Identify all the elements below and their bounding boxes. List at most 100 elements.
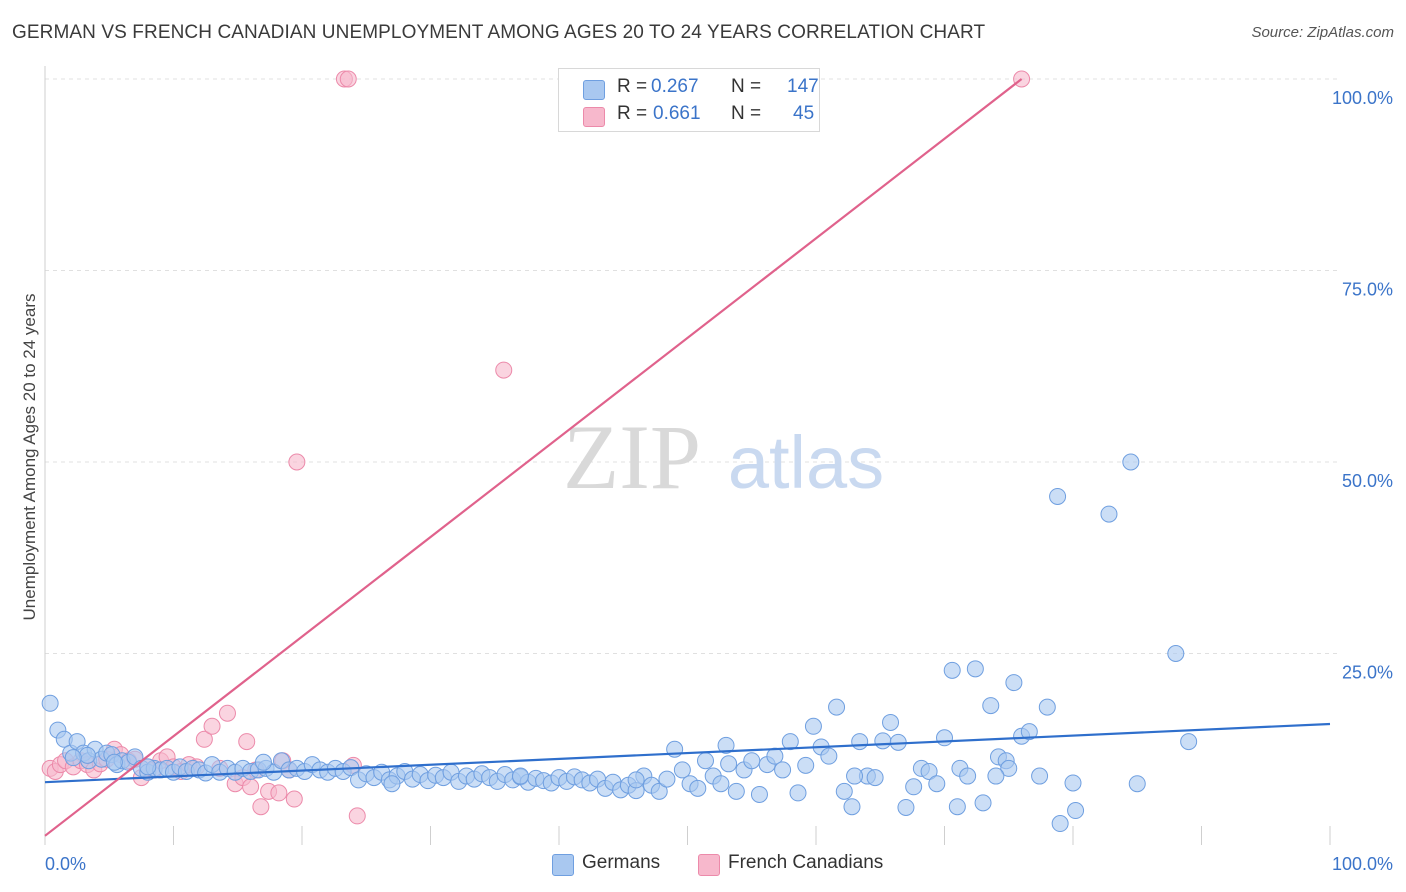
- y-tick-label: 50.0%: [1342, 471, 1393, 491]
- german-point: [717, 736, 735, 754]
- french-canadian-point: [288, 453, 306, 471]
- german-point: [1051, 815, 1069, 833]
- french-canadians-swatch: [698, 854, 720, 876]
- german-point: [1180, 733, 1198, 751]
- y-tick-label: 100.0%: [1332, 88, 1393, 108]
- n-value: 45: [793, 103, 815, 124]
- trend-lines: [44, 78, 1331, 837]
- german-point: [959, 767, 977, 785]
- german-point: [727, 782, 745, 800]
- watermark-atlas: atlas: [728, 421, 884, 504]
- germans-swatch: [552, 854, 574, 876]
- german-point: [1020, 723, 1038, 741]
- german-trend-line: [44, 722, 1331, 784]
- german-point: [511, 767, 529, 785]
- watermark: ZIP atlas: [563, 406, 884, 508]
- tick-labels: 25.0% 50.0% 75.0% 100.0% 0.0% 100.0%: [45, 88, 1393, 874]
- german-point: [846, 767, 864, 785]
- watermark-zip: ZIP: [563, 406, 701, 508]
- german-point: [673, 761, 691, 779]
- r-value: 0.661: [653, 103, 701, 124]
- german-point: [105, 753, 123, 771]
- german-point: [689, 779, 707, 797]
- french-canadian-point: [195, 730, 213, 748]
- legend-label: Germans: [582, 852, 661, 873]
- german-point: [974, 794, 992, 812]
- german-point: [696, 752, 714, 770]
- n-label: N =: [731, 103, 762, 124]
- german-point: [254, 753, 272, 771]
- german-point: [743, 752, 761, 770]
- chart-title: GERMAN VS FRENCH CANADIAN UNEMPLOYMENT A…: [12, 22, 986, 43]
- german-point: [650, 782, 668, 800]
- german-point: [64, 749, 82, 767]
- german-point: [627, 771, 645, 789]
- german-point: [920, 762, 938, 780]
- r-label: R =: [617, 103, 648, 124]
- german-point: [1038, 698, 1056, 716]
- german-point: [789, 784, 807, 802]
- r-label: R =: [617, 76, 648, 97]
- german-point: [897, 798, 915, 816]
- source-label: Source: ZipAtlas.com: [1251, 24, 1394, 41]
- french-canadian-point: [285, 790, 303, 808]
- germans-swatch: [583, 80, 605, 100]
- german-point: [1067, 802, 1085, 820]
- german-point: [1167, 645, 1185, 662]
- german-point: [835, 782, 853, 800]
- french-canadian-point: [203, 717, 221, 735]
- french-canadians-swatch: [583, 107, 605, 127]
- n-value: 147: [787, 76, 819, 97]
- german-point: [936, 729, 953, 747]
- french-canadian-point: [348, 807, 366, 825]
- german-point: [774, 761, 792, 779]
- legend-label: French Canadians: [728, 852, 884, 873]
- german-point: [1000, 759, 1018, 777]
- german-point: [1064, 774, 1082, 792]
- german-point: [750, 785, 768, 803]
- german-point: [139, 758, 157, 776]
- german-point: [712, 775, 730, 793]
- y-tick-label: 75.0%: [1342, 280, 1393, 300]
- french-canadian-point: [270, 784, 288, 802]
- german-point: [1005, 674, 1023, 692]
- german-point: [966, 660, 984, 678]
- french-canadian-point: [242, 778, 260, 796]
- axes: [44, 66, 1331, 845]
- german-point: [905, 778, 923, 796]
- german-point: [820, 747, 838, 765]
- x-tick-label: 100.0%: [1332, 854, 1393, 874]
- german-point: [943, 661, 961, 679]
- german-point: [987, 767, 1005, 785]
- german-point: [383, 775, 401, 793]
- german-point: [843, 798, 861, 816]
- german-point: [982, 697, 1000, 715]
- german-point: [928, 775, 946, 793]
- german-point: [41, 694, 59, 712]
- german-point: [1100, 505, 1118, 523]
- french-canadian-trend-line: [44, 78, 1023, 837]
- french-canadian-point: [495, 361, 513, 379]
- french-canadian-point: [238, 733, 256, 751]
- x-tick-label: 0.0%: [45, 854, 86, 874]
- german-point: [948, 798, 966, 816]
- n-label: N =: [731, 76, 762, 97]
- german-point: [804, 717, 822, 735]
- german-point: [874, 732, 892, 750]
- german-point: [1031, 767, 1049, 785]
- german-point: [851, 733, 869, 751]
- german-point: [797, 756, 815, 774]
- french-canadian-point: [339, 70, 357, 88]
- german-point: [1049, 487, 1067, 505]
- german-point: [78, 746, 96, 764]
- grid: [45, 78, 1338, 654]
- german-point: [781, 733, 799, 751]
- french-canadian-point: [218, 704, 236, 722]
- german-point: [828, 698, 846, 716]
- german-point: [1128, 775, 1146, 793]
- german-point: [658, 770, 676, 788]
- german-point: [866, 769, 884, 787]
- stats-legend: R = 0.267 N = 147 R = 0.661 N = 45: [558, 68, 820, 132]
- german-point: [720, 755, 738, 773]
